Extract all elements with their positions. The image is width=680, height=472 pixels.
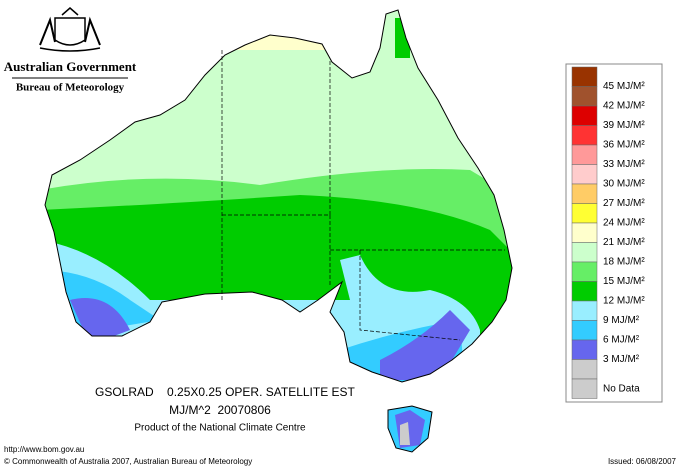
legend-label: 12 MJ/M²: [603, 296, 645, 307]
legend-label: 24 MJ/M²: [603, 218, 645, 229]
legend-swatch: [571, 86, 598, 107]
legend-label: 21 MJ/M²: [603, 237, 645, 248]
legend-swatch: [571, 66, 598, 87]
legend-label: 18 MJ/M²: [603, 257, 645, 268]
legend-label: 9 MJ/M²: [603, 315, 640, 326]
legend-label: 39 MJ/M²: [603, 120, 645, 131]
legend-label: 45 MJ/M²: [603, 81, 645, 92]
legend-label: 36 MJ/M²: [603, 140, 645, 151]
legend-swatch: [571, 242, 598, 263]
legend-label: 15 MJ/M²: [603, 276, 645, 287]
footer-url: http://www.bom.gov.au: [4, 445, 84, 454]
legend: 45 MJ/M² 42 MJ/M² 39 MJ/M² 36 MJ/M² 33 MJ/M²…: [571, 66, 645, 399]
legend-label: 33 MJ/M²: [603, 159, 645, 170]
coastline: [44, 9, 513, 453]
legend-swatch: [571, 144, 598, 165]
legend-label: 30 MJ/M²: [603, 179, 645, 190]
legend-label: 42 MJ/M²: [603, 101, 645, 112]
state-borders: [221, 50, 505, 341]
legend-swatch: [571, 125, 598, 146]
legend-label: 27 MJ/M²: [603, 198, 645, 209]
caption-line: Product of the National Climate Centre: [134, 423, 306, 434]
legend-swatch: [571, 203, 598, 224]
caption-line: GSOLRAD 0.25X0.25 OPER. SATELLITE EST: [95, 385, 356, 399]
legend-swatch: [571, 261, 598, 282]
legend-swatch: [571, 300, 598, 321]
header-subtitle: Bureau of Meteorology: [16, 82, 125, 94]
legend-swatch: [571, 339, 598, 360]
footer-issued: Issued: 06/08/2007: [608, 457, 677, 466]
legend-swatch: [571, 164, 598, 185]
legend-label: 6 MJ/M²: [603, 335, 640, 346]
legend-swatch: [571, 359, 598, 380]
legend-label: 3 MJ/M²: [603, 354, 640, 365]
legend-label: No Data: [603, 383, 640, 394]
legend-swatch: [571, 222, 598, 243]
caption-line: MJ/M^2 20070806: [169, 403, 271, 417]
footer-copyright: © Commonwealth of Australia 2007, Austra…: [4, 457, 252, 466]
legend-swatch: [571, 378, 598, 399]
logo: [39, 7, 101, 52]
legend-swatch: [571, 105, 598, 126]
header-title: Australian Government: [4, 59, 137, 74]
legend-swatch: [571, 183, 598, 204]
legend-swatch: [571, 320, 598, 341]
legend-swatch: [571, 281, 598, 302]
